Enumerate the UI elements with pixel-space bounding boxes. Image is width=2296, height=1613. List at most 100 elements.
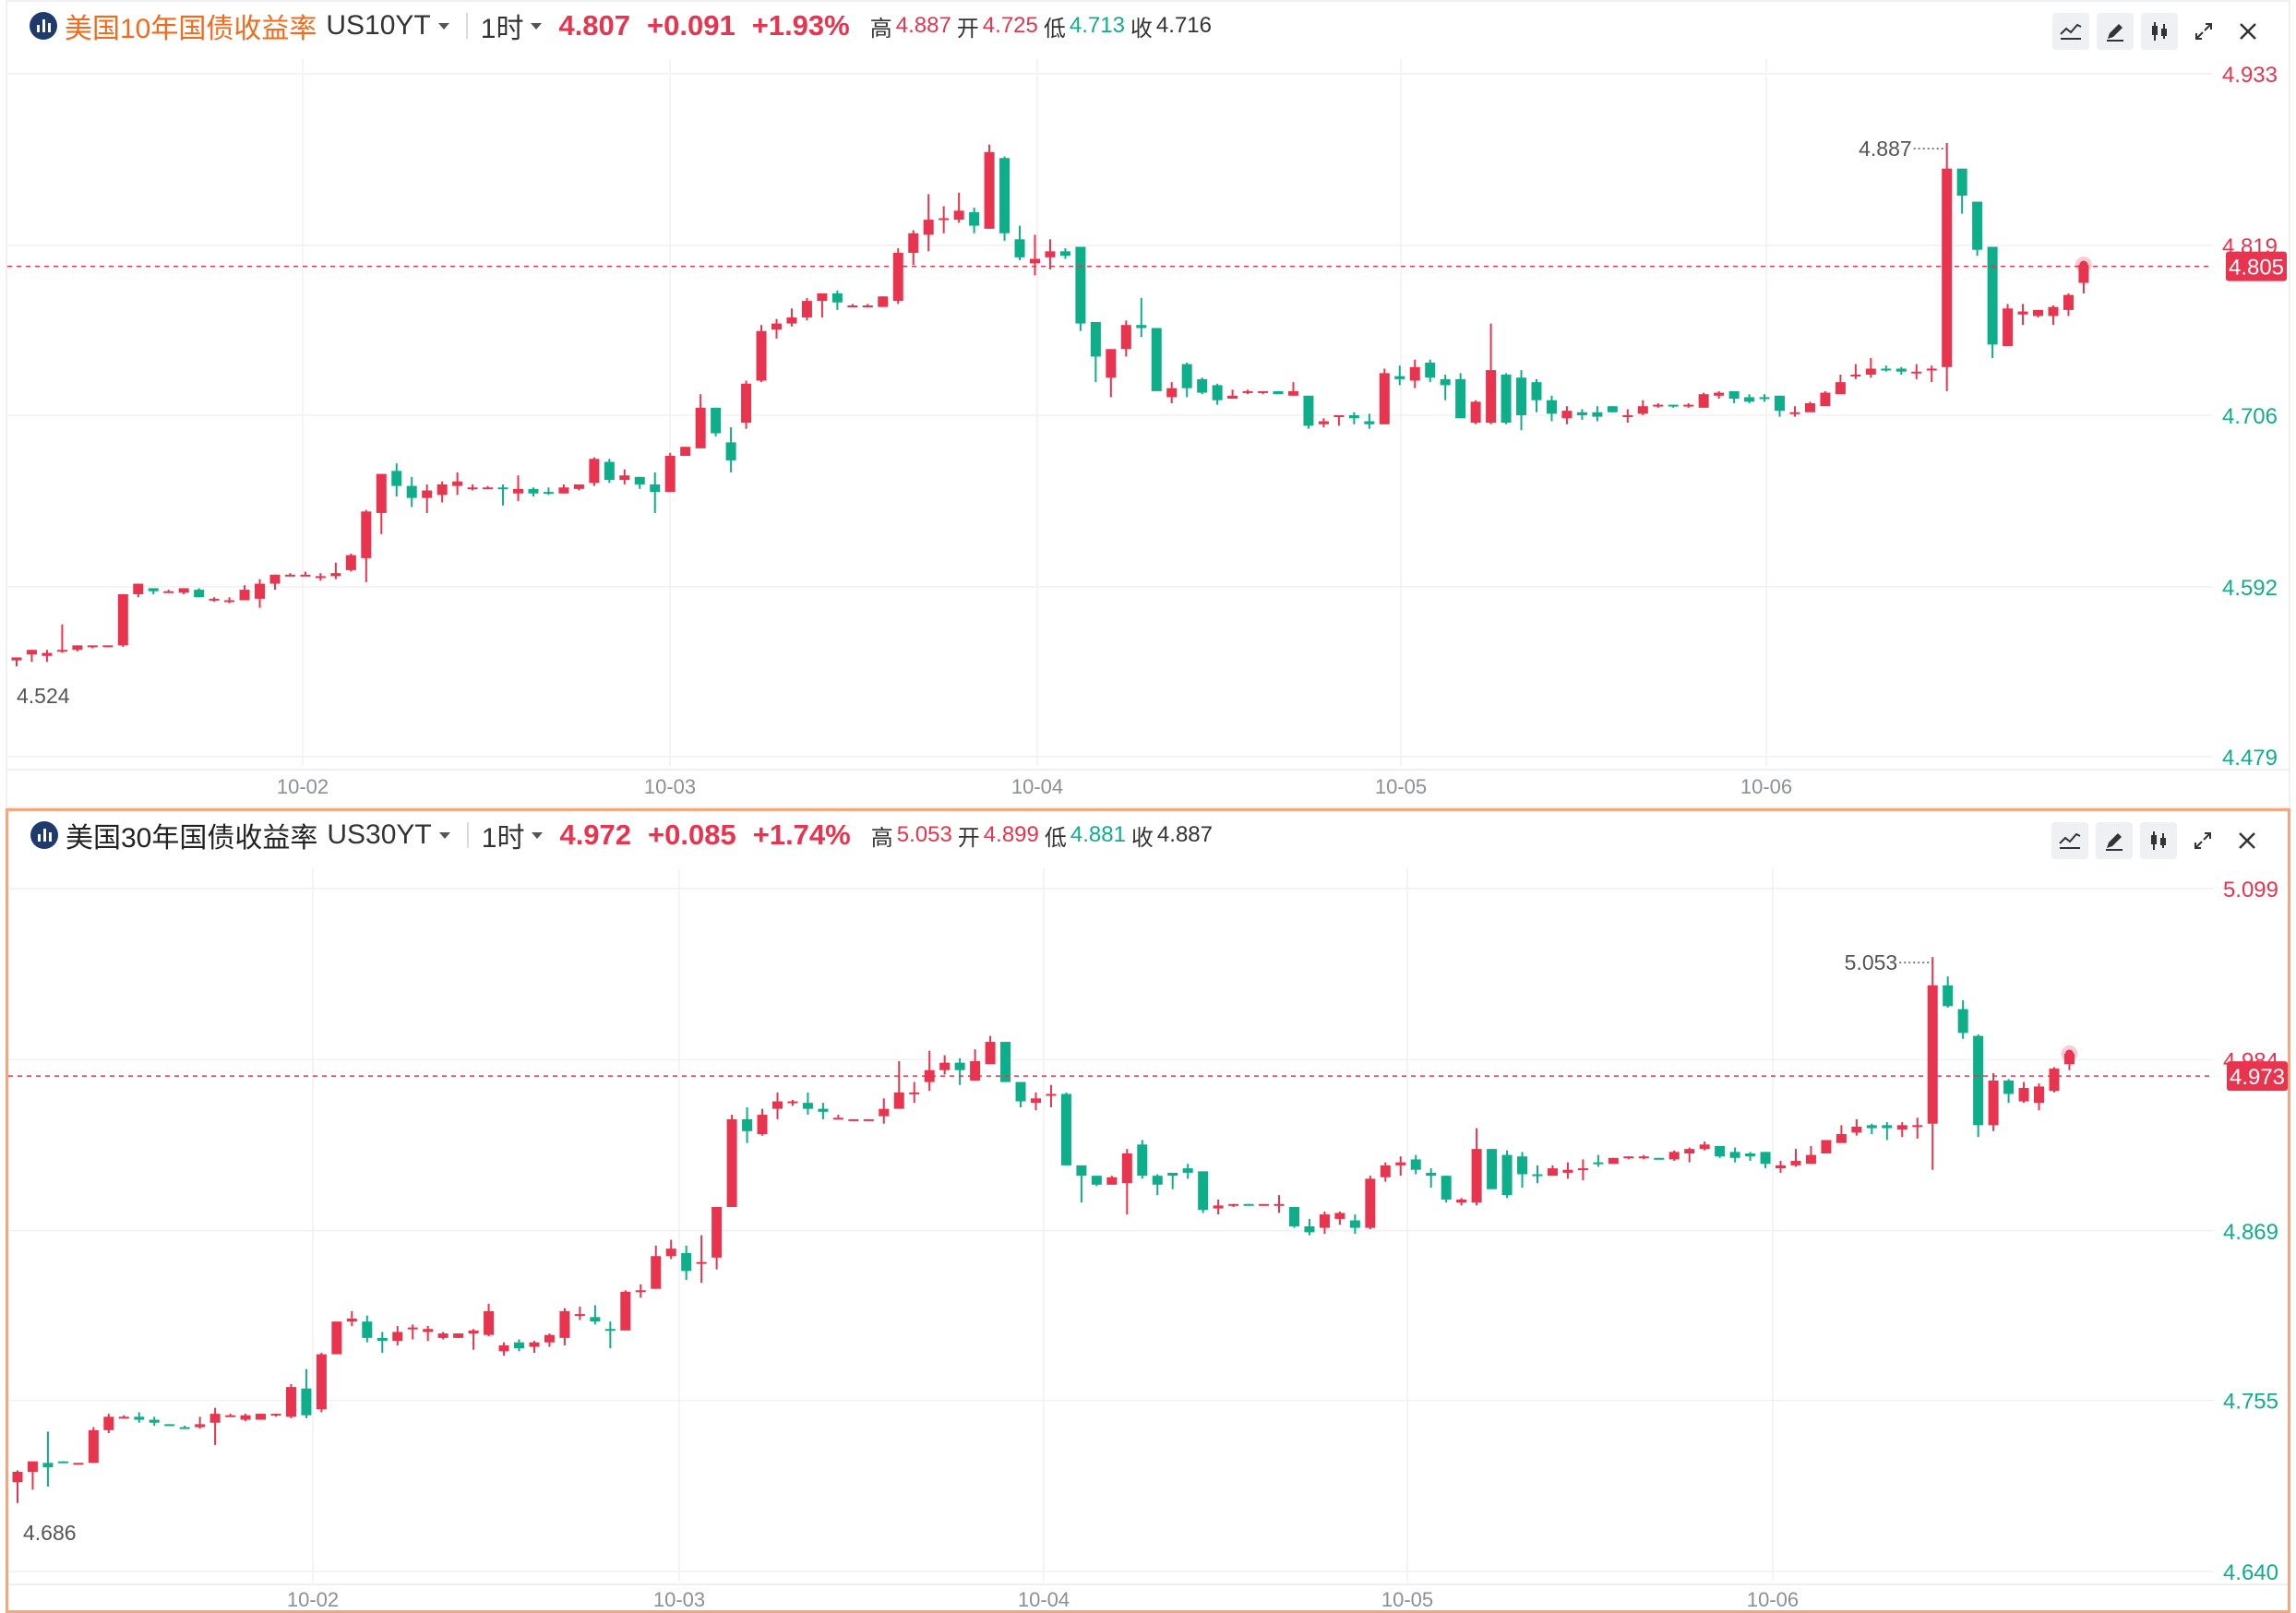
candle-body [1471,1149,1482,1203]
x-tick-label: 10-05 [1381,1588,1433,1610]
candle-body [1593,1162,1604,1165]
y-tick-label: 5.099 [2223,878,2278,902]
candle-type-icon[interactable] [2141,13,2178,50]
open-value: 4.899 [983,822,1039,847]
candle-body [407,1327,418,1330]
candle-body [1531,382,1542,400]
candle-body [1137,1144,1148,1177]
candle-body [573,484,584,489]
close-icon[interactable] [2229,822,2266,859]
candle-body [1121,1153,1132,1184]
candle-body [1227,395,1238,400]
candle-body [1152,1176,1163,1185]
candle-body [164,1424,175,1427]
candle-body [1865,368,1876,375]
chart-panel-us30y[interactable]: 5.099 4.984 4.869 4.755 4.640 10-02 10-03 10-04… [6,808,2290,1613]
chart-logo-icon [30,821,58,849]
candle-body [225,1415,236,1417]
symbol-dropdown-icon[interactable] [437,22,449,30]
candle-body [1926,368,1937,371]
candle-body [953,210,964,221]
instrument-title[interactable]: 美国30年国债收益率 [66,823,318,854]
close-icon[interactable] [2230,13,2266,50]
candle-body [1182,1168,1193,1173]
candle-body [2003,308,2014,347]
candle-body [970,1061,981,1081]
chart-toolbar [2052,13,2266,50]
candle-body [2017,311,2028,315]
candle-body [1242,390,1253,393]
candle-body [2063,294,2074,310]
candle-body [590,1317,601,1322]
candle-body [969,211,980,226]
draw-icon[interactable] [2097,13,2134,50]
candle-body [711,407,722,434]
candle-body [1273,390,1284,395]
candle-body [240,1415,251,1420]
header-divider [465,13,468,39]
candle-body [284,574,295,577]
header-divider [466,822,469,848]
candle-body [1426,1172,1437,1177]
candle-body [1729,1152,1740,1158]
candle-body [1425,362,1436,378]
candle-body [558,487,569,494]
candle-body [1561,411,1573,419]
candle-body [1212,385,1223,400]
symbol-dropdown-icon[interactable] [438,831,450,839]
candle-body [1759,397,1770,400]
candle-body [406,485,417,498]
interval-dropdown-icon[interactable] [531,22,543,30]
candle-body [893,1092,904,1109]
candle-body [1000,1042,1011,1082]
candle-body [361,511,372,558]
candle-body [848,1118,859,1121]
candle-body [436,484,448,496]
candle-body [1532,1174,1543,1177]
candle-body [1059,251,1070,257]
candle-body [285,1387,296,1417]
indicator-icon[interactable] [2051,822,2088,859]
candle-body [543,492,554,495]
instrument-symbol[interactable]: US10YT [326,10,431,41]
low-value: 4.881 [1070,822,1126,847]
expand-icon[interactable] [2185,13,2222,50]
candle-body [1805,1154,1816,1165]
candle-body [589,459,600,484]
instrument-title[interactable]: 美国10年国债收益率 [65,14,317,44]
x-tick-label: 10-04 [1018,1588,1070,1610]
candle-body [57,1461,68,1464]
candle-body [453,1333,464,1338]
candle-type-icon[interactable] [2140,822,2177,859]
candle-body [423,1329,434,1332]
interval-dropdown-icon[interactable] [532,831,544,839]
candle-body [1318,421,1329,424]
candle-body [118,1416,129,1419]
candle-body [1456,1199,1467,1203]
candle-body [1151,328,1162,391]
candle-body [1303,395,1314,426]
y-tick-label: 4.933 [2222,63,2278,88]
candle-body [878,296,889,307]
candle-body [1683,404,1694,407]
candle-body [756,330,767,381]
instrument-symbol[interactable]: US30YT [327,819,432,850]
candle-body [391,471,402,486]
chart-panel-us10y[interactable]: 4.933 4.819 4.706 4.592 4.479 10-02 10-03 10-04… [6,0,2290,808]
candle-body [1576,412,1587,415]
candle-body [1395,1162,1406,1165]
candle-body [270,1414,281,1416]
candle-body [939,1062,951,1070]
candle-body [1304,1225,1315,1233]
candle-body [1029,258,1040,264]
interval-select[interactable]: 1时 [481,823,525,854]
draw-icon[interactable] [2096,822,2133,859]
candle-body [924,1069,935,1082]
expand-icon[interactable] [2184,822,2221,859]
indicator-icon[interactable] [2052,13,2089,50]
last-price: 4.972 [559,818,632,851]
interval-select[interactable]: 1时 [480,14,524,44]
candle-body [1896,1125,1907,1130]
